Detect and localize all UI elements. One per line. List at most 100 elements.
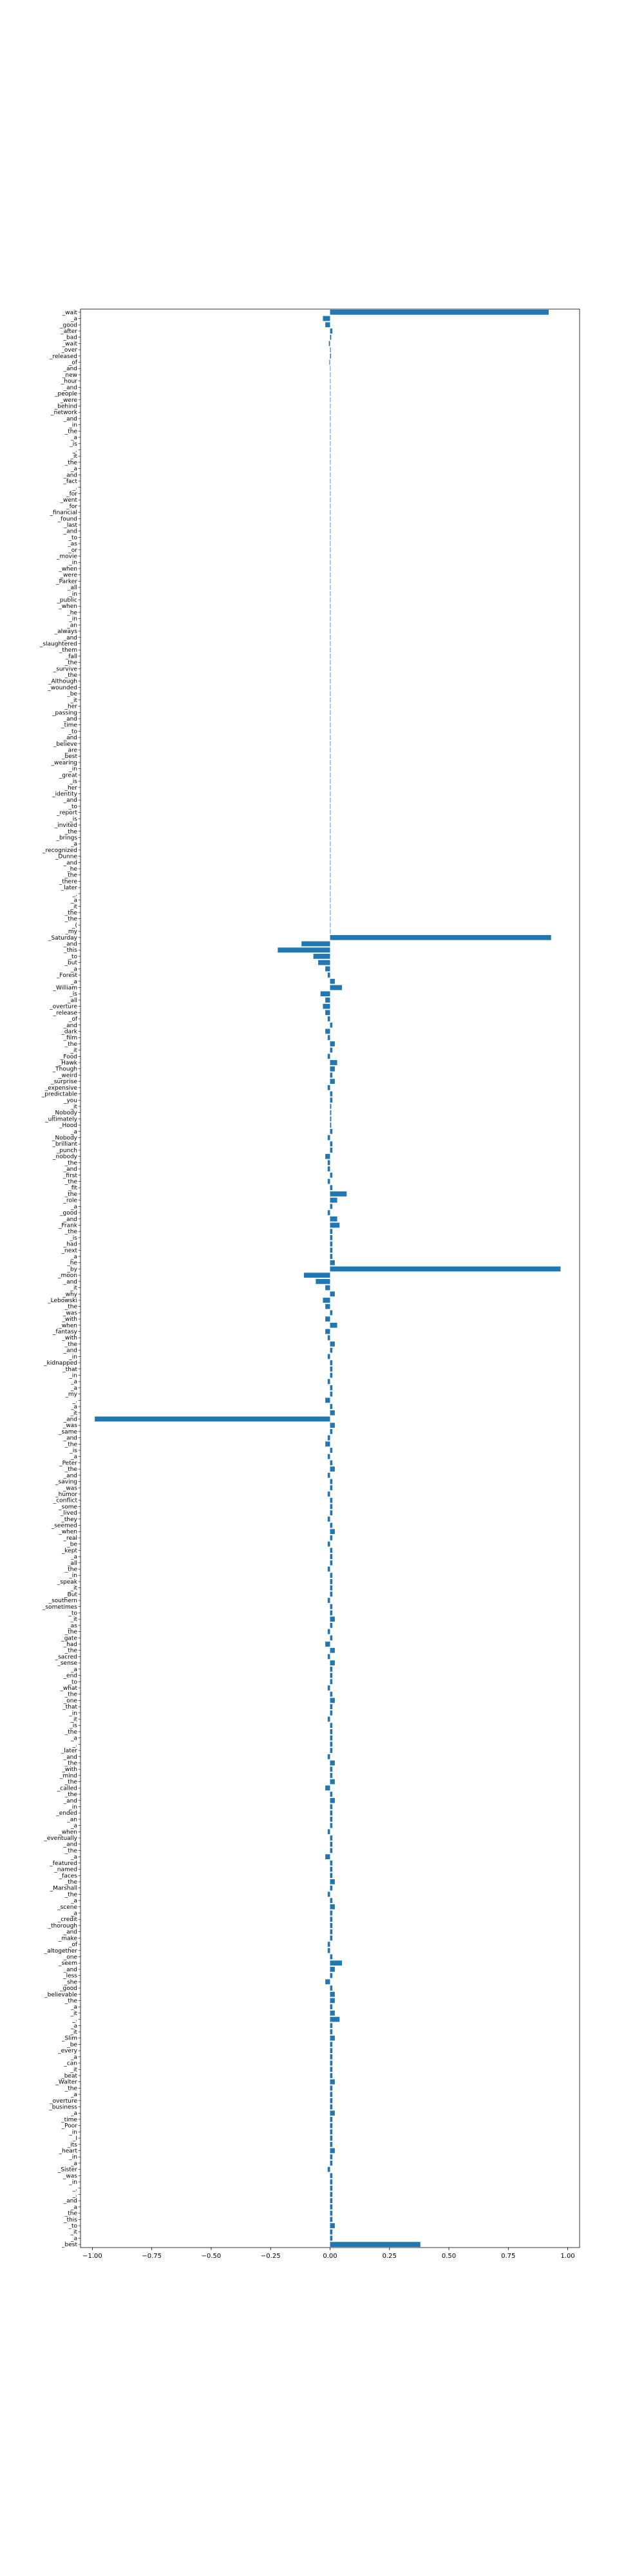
bar [330,1229,333,1235]
x-tick-label: −0.75 [142,2253,162,2260]
y-tick-label: _and [63,1842,77,1848]
bar [330,1066,335,1072]
bar [330,753,331,759]
y-tick-label: _in [68,1804,77,1810]
y-tick-label: _it [70,2067,77,2073]
y-tick-label: _was [62,1485,77,1492]
bar [301,941,330,947]
x-tick-label: 0.75 [501,2253,515,2260]
y-tick-label: _the [64,910,78,916]
bar [327,1942,330,1947]
bar [330,1760,335,1766]
y-tick-label: _heart [59,2148,78,2155]
y-tick-label: _the [64,1692,78,1698]
bar [330,1773,333,1778]
bar [330,541,331,546]
bar [330,1729,333,1734]
bar [330,435,331,440]
bar [330,491,331,497]
y-tick-label: _moon [57,1273,77,1279]
y-tick-label: _brings [55,835,77,841]
bar [327,1035,330,1041]
bar [330,1797,335,1803]
bar [330,2185,333,2191]
bar [327,1754,330,1759]
y-tick-label: _scene [57,1904,77,1911]
y-tick-label: _the [64,1191,78,1198]
y-tick-label: _wait [62,341,78,347]
bar [330,735,331,740]
bar [330,1866,333,1872]
y-tick-label: _and [63,1967,77,1973]
bar [278,947,330,953]
bar [330,366,331,372]
bar [330,1341,335,1347]
bar [330,1423,335,1428]
y-tick-label: _financial [49,510,77,516]
y-tick-label: _conflict [53,1498,78,1504]
bar [325,1010,330,1016]
bar [330,885,331,891]
y-tick-label: _are [64,748,78,754]
y-tick-label: _in [68,2179,77,2186]
y-tick-label: _a [70,1379,77,1385]
y-tick-label: _and [63,1754,77,1761]
y-tick-label: _all [67,998,77,1004]
y-tick-label: _it [70,1285,77,1292]
bar [330,1404,333,1409]
y-tick-label: _new [62,372,77,379]
bar [330,466,331,471]
bar [330,1479,333,1484]
y-tick-label: _of [68,1942,78,1948]
bar [330,497,331,503]
bar [330,1741,333,1747]
bar [330,1810,333,1816]
bar [330,1448,333,1453]
y-tick-label: _is [69,991,77,998]
bar [330,391,331,396]
bar [95,1416,330,1422]
bar [330,904,331,909]
y-tick-label: _it [70,2230,77,2236]
y-tick-label: _and [63,1217,77,1223]
y-tick-label: _a [70,898,77,904]
bar [325,322,330,328]
bar [330,528,331,534]
y-tick-label: _ultimately [44,1116,78,1122]
y-tick-label: _weird [58,1072,77,1079]
y-tick-label: _and [63,1929,77,1936]
y-tick-label: _a [70,1554,77,1560]
bar [330,603,331,609]
bar [330,791,331,797]
bar [330,384,331,390]
bar [330,397,331,402]
y-tick-label: _the [64,672,78,679]
y-tick-label: _a [70,1204,77,1210]
y-tick-label: _as [67,1623,77,1629]
y-tick-label: _overture [49,2098,77,2105]
y-tick-label: _lived [60,1510,77,1517]
bar [330,1967,335,1972]
bar [330,547,331,553]
bar [330,1254,333,1259]
bar [330,2242,421,2248]
bar [330,891,331,896]
bar [327,1210,330,1215]
y-tick-label: _it [70,2029,77,2036]
bar [330,1554,333,1559]
bar [330,1097,333,1103]
bar [330,922,331,928]
bar [330,1666,333,1672]
y-tick-label: _mind [59,1773,77,1779]
y-tick-label: _the [64,660,78,667]
bar [330,1360,333,1365]
y-tick-label: _he [66,610,77,616]
y-tick-label: _identity [52,791,78,798]
bar [327,1947,330,1953]
bar [330,666,331,672]
y-tick-label: _and [63,366,77,372]
y-tick-label: _be [66,1542,77,1548]
y-tick-label: _went [59,497,77,504]
y-tick-label: _believable [44,1992,77,1998]
plot-frame [80,308,580,2248]
